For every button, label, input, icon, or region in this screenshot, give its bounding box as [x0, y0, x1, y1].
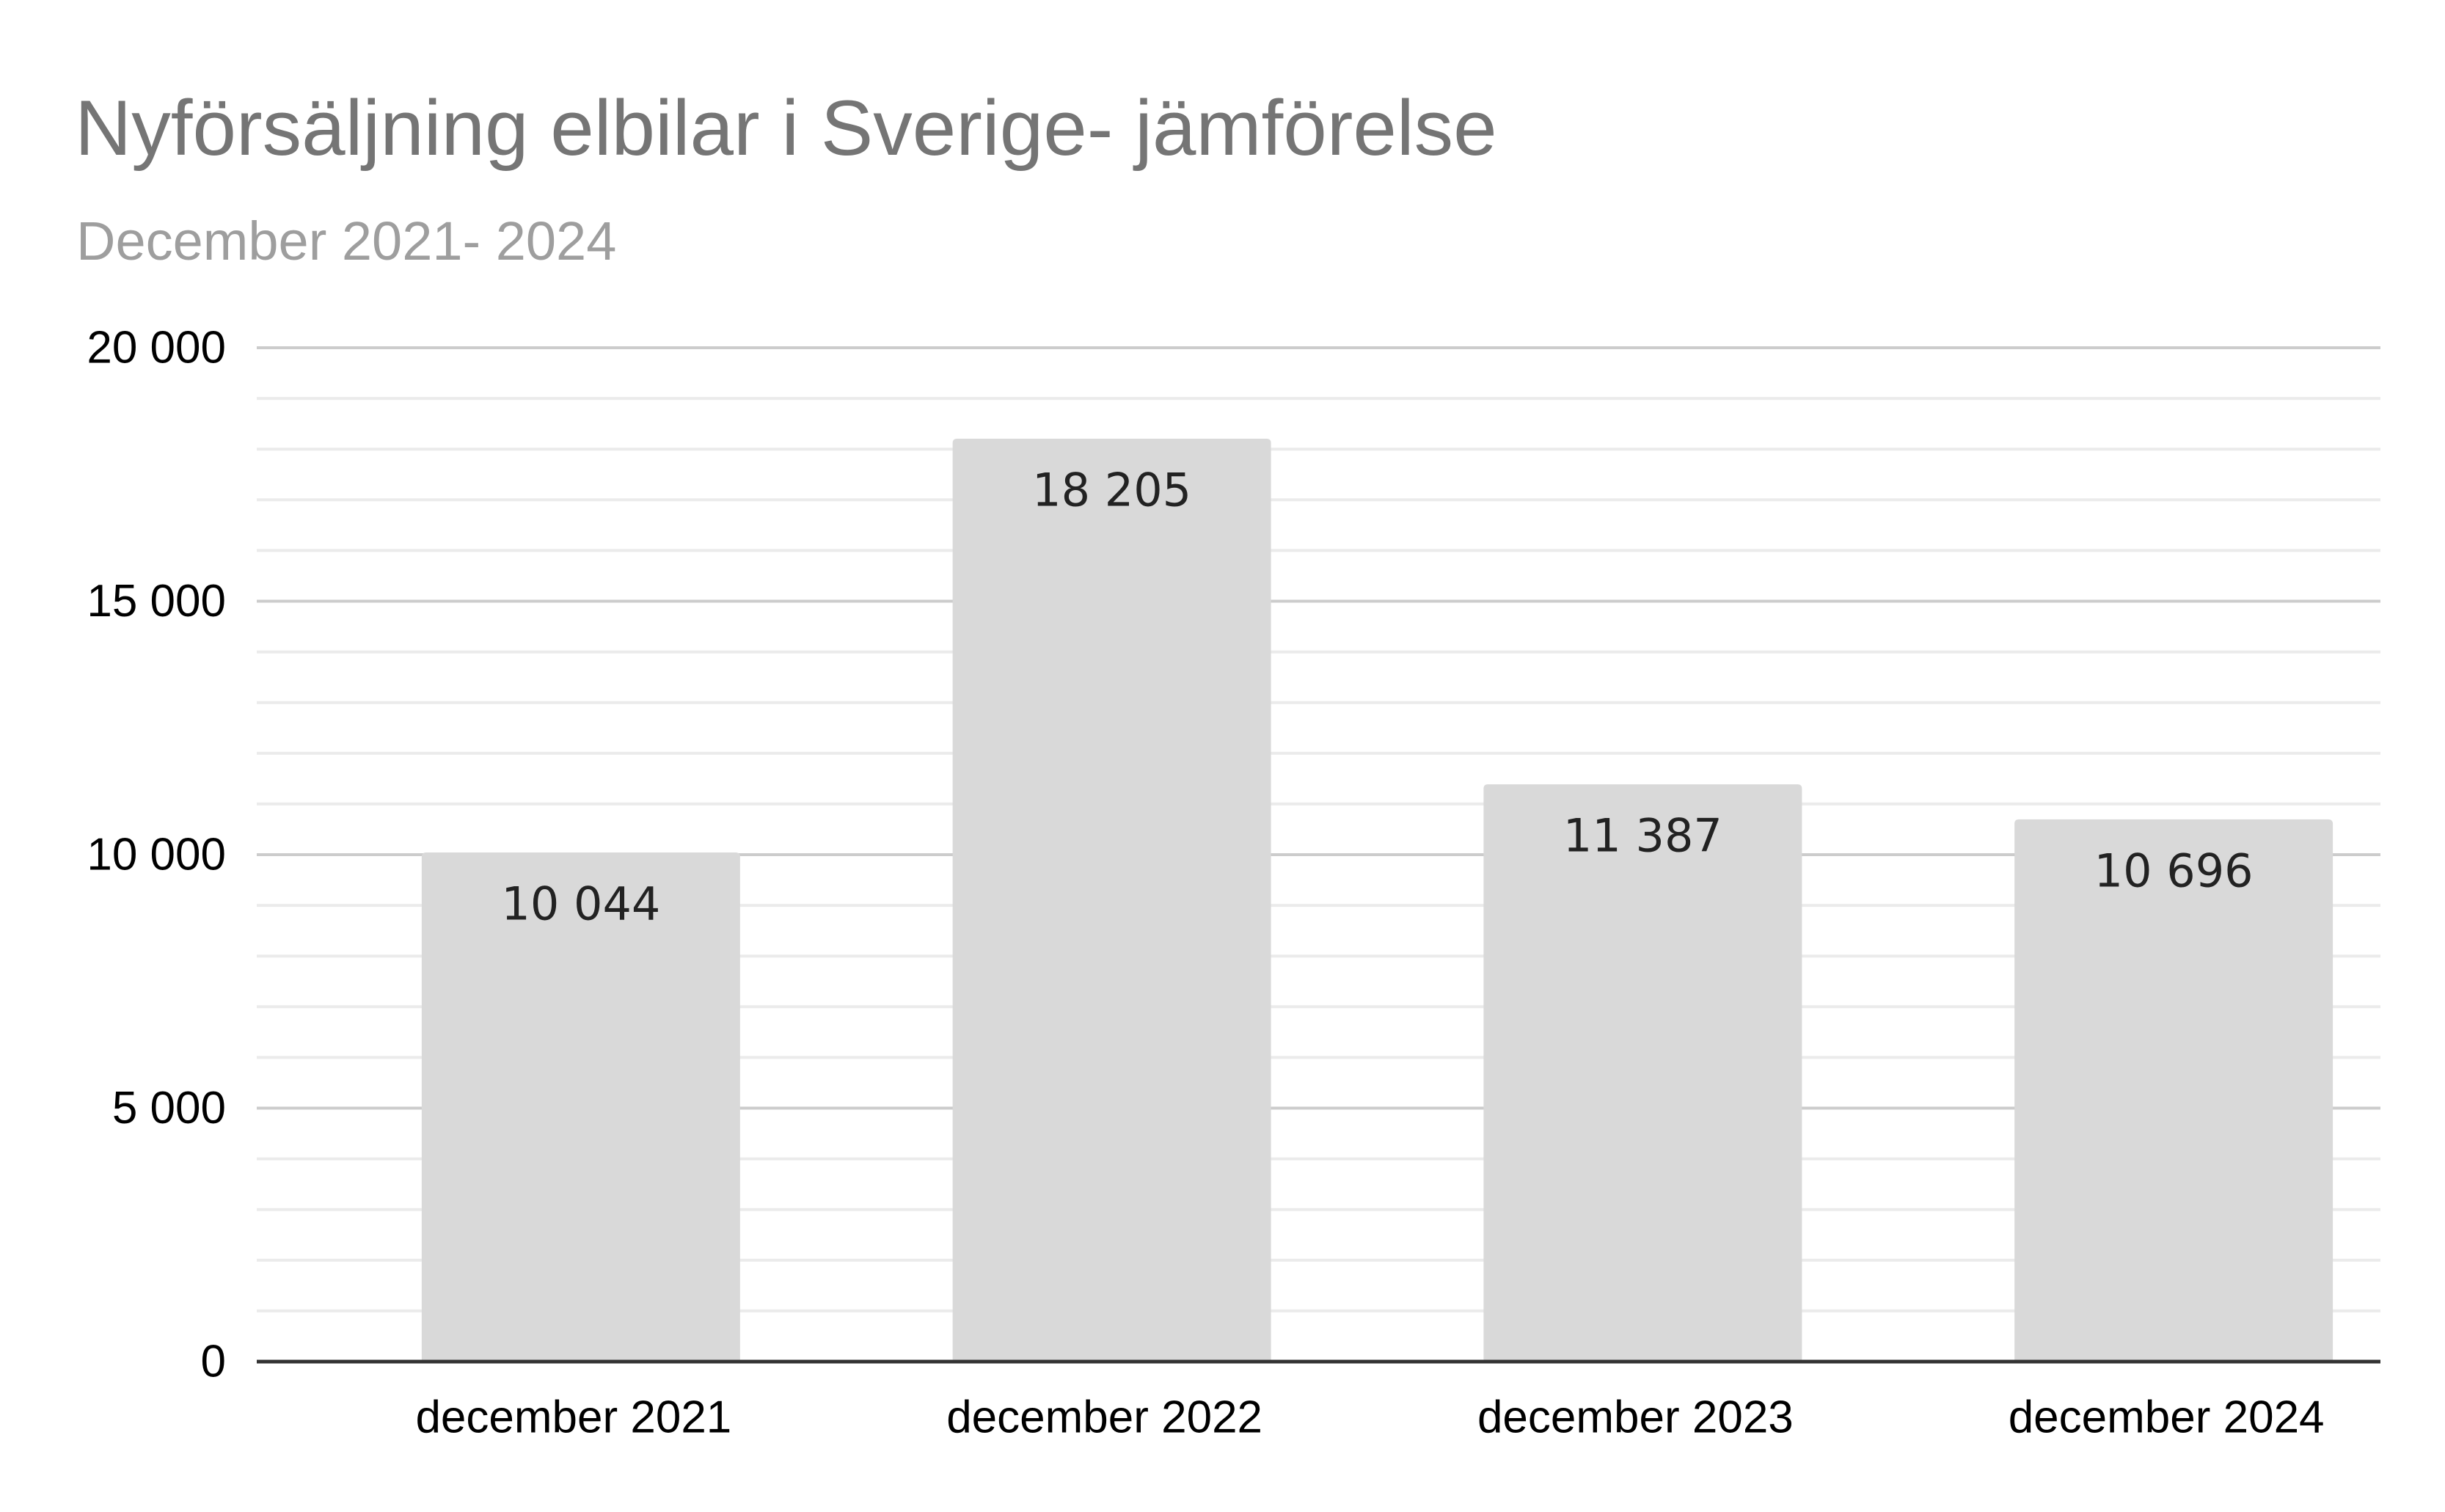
x-tick-label: december 2021 — [415, 1392, 731, 1443]
y-axis-ticks: 0 5 000 10 000 15 000 20 000 — [87, 323, 226, 1387]
y-tick-label: 5 000 — [112, 1083, 226, 1133]
y-tick-label: 0 — [201, 1337, 226, 1387]
bar — [1483, 784, 1802, 1362]
bars: 10 044 18 205 11 387 10 696 — [421, 439, 2333, 1362]
x-tick-label: december 2022 — [946, 1392, 1262, 1443]
bar-value-label: 10 696 — [2094, 844, 2254, 897]
bar-value-label: 18 205 — [1032, 464, 1191, 517]
bar — [952, 439, 1271, 1362]
chart-title: Nyförsäljning elbilar i Sverige- jämföre… — [75, 84, 1497, 172]
x-axis-ticks: december 2021 december 2022 december 2023 d… — [415, 1392, 2324, 1443]
bar — [2014, 819, 2333, 1362]
y-tick-label: 10 000 — [87, 830, 226, 880]
y-tick-label: 20 000 — [87, 323, 226, 373]
x-tick-label: december 2023 — [1477, 1392, 1794, 1443]
bar-value-label: 10 044 — [501, 877, 660, 930]
y-tick-label: 15 000 — [87, 576, 226, 627]
x-tick-label: december 2024 — [2009, 1392, 2325, 1443]
chart-subtitle: December 2021- 2024 — [76, 211, 617, 271]
bar — [421, 852, 740, 1362]
bar-value-label: 11 387 — [1563, 809, 1722, 863]
